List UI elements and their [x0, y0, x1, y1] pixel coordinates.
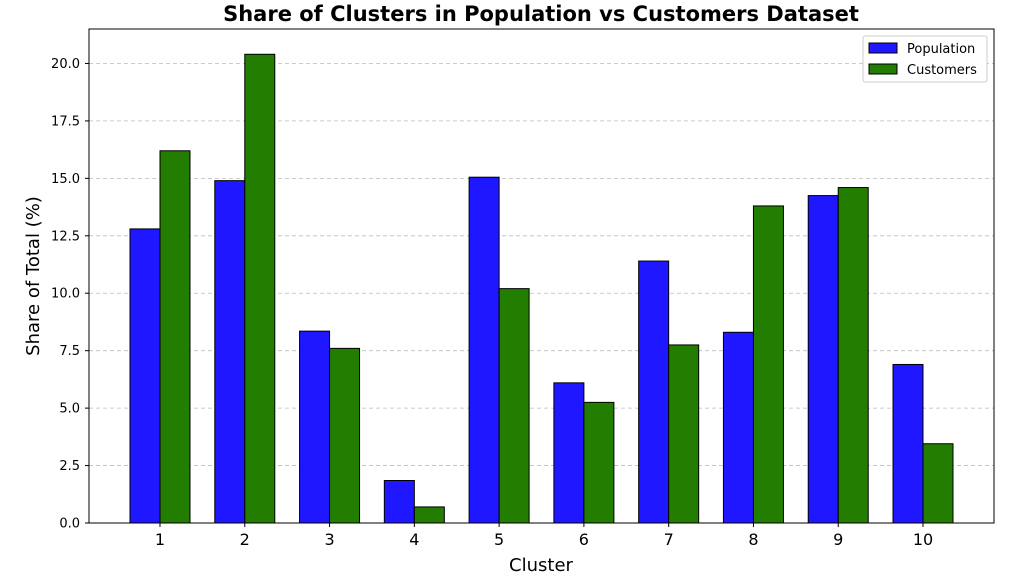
y-tick-label: 7.5 — [59, 344, 80, 359]
bar-population-10 — [892, 363, 924, 524]
y-axis: 0.0 2.5 5.0 7.5 10.0 12.5 15.0 17.5 20.0 — [51, 57, 89, 532]
x-tick-label: 10 — [913, 530, 933, 549]
bar-population-2 — [214, 180, 246, 524]
x-tick-label: 6 — [579, 530, 589, 549]
y-tick-label: 12.5 — [51, 229, 80, 244]
plot-frame — [88, 28, 995, 524]
legend-swatch-customers — [868, 63, 898, 75]
bar-customers-3 — [329, 347, 361, 524]
bar-population-4 — [383, 479, 415, 524]
y-tick-label: 5.0 — [59, 402, 80, 417]
legend-label-population: Population — [907, 42, 975, 57]
y-axis-label: Share of Total (%) — [23, 196, 44, 356]
legend: Population Customers — [862, 35, 988, 83]
y-tick-label: 2.5 — [59, 459, 80, 474]
bar-customers-6 — [583, 401, 615, 524]
bar-layer — [129, 53, 954, 524]
bar-customers-4 — [413, 506, 445, 524]
x-axis: 1 2 3 4 5 6 7 8 9 10 — [155, 523, 933, 549]
legend-label-customers: Customers — [907, 63, 977, 78]
x-axis-label: Cluster — [509, 555, 573, 576]
x-tick-label: 7 — [664, 530, 674, 549]
bar-customers-10 — [922, 443, 954, 524]
chart-title: Share of Clusters in Population vs Custo… — [223, 2, 859, 26]
legend-swatch-population — [868, 42, 898, 54]
y-tick-label: 20.0 — [51, 57, 80, 72]
x-tick-label: 8 — [748, 530, 758, 549]
x-tick-label: 9 — [833, 530, 843, 549]
y-tick-label: 17.5 — [51, 114, 80, 129]
x-tick-label: 4 — [409, 530, 419, 549]
bar-customers-8 — [752, 205, 784, 524]
bar-customers-2 — [244, 53, 276, 524]
bar-population-3 — [299, 330, 331, 524]
bar-population-6 — [553, 382, 585, 524]
bar-population-7 — [638, 260, 670, 524]
bar-customers-5 — [498, 288, 530, 524]
y-tick-label: 0.0 — [59, 517, 80, 532]
bar-population-5 — [468, 176, 500, 524]
bar-customers-1 — [159, 150, 191, 524]
bar-population-1 — [129, 228, 161, 524]
x-tick-label: 1 — [155, 530, 165, 549]
x-tick-label: 5 — [494, 530, 504, 549]
bar-customers-9 — [837, 187, 869, 524]
bar-population-8 — [722, 331, 754, 524]
x-tick-label: 2 — [240, 530, 250, 549]
bar-customers-7 — [668, 344, 700, 524]
bar-population-9 — [807, 195, 839, 524]
y-tick-label: 15.0 — [51, 172, 80, 187]
y-tick-label: 10.0 — [51, 287, 80, 302]
x-tick-label: 3 — [324, 530, 334, 549]
